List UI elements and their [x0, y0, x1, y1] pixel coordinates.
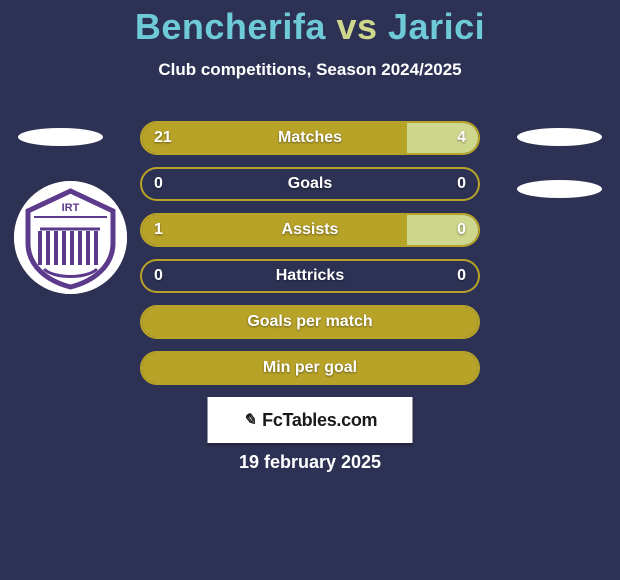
comparison-title: Bencherifa vs Jarici	[0, 0, 620, 48]
vs-text: vs	[336, 6, 377, 47]
stat-bar-right-value: 0	[457, 169, 466, 199]
player2-token-icon	[517, 128, 602, 146]
stat-bar-right-value: 4	[457, 123, 466, 153]
stat-bar: Min per goal	[140, 351, 480, 385]
stat-bar-label: Min per goal	[142, 353, 478, 383]
brand-badge: ✎ FcTables.com	[208, 397, 413, 443]
stat-bar-label: Goals per match	[142, 307, 478, 337]
svg-text:IRT: IRT	[62, 202, 80, 214]
stat-bar: Assists1 0	[140, 213, 480, 247]
stat-bar-left-value: 21	[154, 123, 172, 153]
stat-bar: Hattricks0 0	[140, 259, 480, 293]
stat-bar-left-value: 1	[154, 215, 163, 245]
stat-bar-left-value: 0	[154, 261, 163, 291]
stats-bars: Matches214Goals00Assists10Hattricks00Goa…	[140, 121, 480, 397]
stat-bar-label: Assists	[142, 215, 478, 245]
subtitle: Club competitions, Season 2024/2025	[0, 60, 620, 80]
player1-token-icon	[18, 128, 103, 146]
stat-bar-label: Hattricks	[142, 261, 478, 291]
player2-name: Jarici	[388, 6, 485, 47]
stat-bar: Goals0 0	[140, 167, 480, 201]
snapshot-date: 19 february 2025	[0, 452, 620, 473]
brand-logo-icon: ✎	[243, 410, 256, 430]
stat-bar-right-value: 0	[457, 261, 466, 291]
stat-bar-label: Goals	[142, 169, 478, 199]
stat-bar-label: Matches	[142, 123, 478, 153]
stat-bar: Goals per match	[140, 305, 480, 339]
brand-text: FcTables.com	[262, 410, 377, 431]
stat-bar-right-value: 0	[457, 215, 466, 245]
player1-name: Bencherifa	[135, 6, 326, 47]
club-crest-icon: IRT	[14, 181, 127, 294]
stat-bar: Matches21 4	[140, 121, 480, 155]
stat-bar-left-value: 0	[154, 169, 163, 199]
player2-club-token-icon	[517, 180, 602, 198]
